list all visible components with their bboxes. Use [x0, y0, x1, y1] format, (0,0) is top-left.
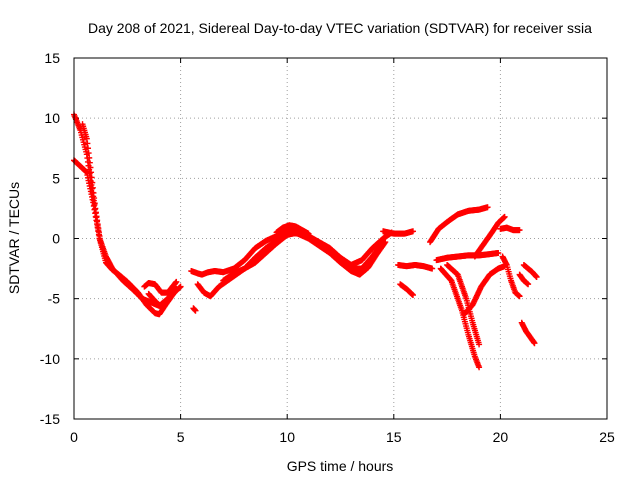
y-tick-label: 10: [44, 110, 60, 126]
data-point: [91, 195, 98, 202]
data-point: [88, 169, 95, 176]
x-axis-label: GPS time / hours: [287, 458, 394, 474]
series-arc-17: [444, 261, 483, 348]
series-arc-4: [141, 278, 180, 296]
y-tick-label: 5: [52, 170, 60, 186]
y-tick-label: 15: [44, 50, 60, 66]
series-arc-14: [427, 204, 491, 246]
series-arc-21: [497, 224, 523, 234]
data-point: [516, 227, 523, 234]
data-point: [89, 184, 96, 191]
data-point: [501, 213, 508, 220]
series-arc-15: [433, 249, 502, 264]
chart-title: Day 208 of 2021, Sidereal Day-to-day VTE…: [88, 20, 592, 36]
data-point: [173, 278, 180, 285]
data-points: [71, 111, 540, 371]
series-arc-13: [397, 281, 416, 299]
data-point: [305, 230, 312, 237]
series-arc-3: [79, 121, 103, 240]
data-point: [516, 293, 523, 300]
series-arc-23: [520, 261, 540, 281]
series-arc-22: [518, 319, 538, 347]
series-arc-19: [471, 213, 508, 260]
data-point: [378, 241, 385, 248]
data-point: [531, 340, 538, 347]
series-arc-12: [395, 261, 436, 272]
x-tick-label: 20: [493, 429, 509, 445]
data-point: [533, 274, 540, 281]
data-point: [476, 341, 483, 348]
x-tick-label: 15: [386, 429, 402, 445]
data-point: [91, 200, 98, 207]
series-arc-24: [516, 271, 532, 288]
data-point: [495, 249, 502, 256]
series-arc-9: [273, 222, 312, 237]
data-point: [89, 179, 96, 186]
data-point: [409, 228, 416, 235]
data-point: [192, 307, 199, 314]
data-point: [476, 364, 483, 371]
x-tick-label: 25: [599, 429, 615, 445]
data-point: [382, 239, 389, 246]
x-tick-label: 10: [279, 429, 295, 445]
data-point: [90, 189, 97, 196]
y-tick-label: -10: [40, 351, 60, 367]
data-point: [177, 283, 184, 290]
data-point: [484, 204, 491, 211]
data-point: [429, 265, 436, 272]
series-arc-10: [190, 305, 199, 314]
data-point: [88, 174, 95, 181]
series-arc-20: [499, 253, 523, 300]
y-axis-label: SDTVAR / TECUs: [6, 182, 22, 294]
data-point: [173, 286, 180, 293]
series-arc-8: [220, 229, 385, 284]
y-tick-label: 0: [52, 231, 60, 247]
data-point: [525, 281, 532, 288]
grid-lines: [74, 58, 607, 419]
y-tick-label: -15: [40, 411, 60, 427]
data-point: [96, 233, 103, 240]
x-tick-label: 0: [70, 429, 78, 445]
data-point: [409, 292, 416, 299]
y-tick-label: -5: [48, 291, 61, 307]
axis-ticks: 0 5 10 15 20 25 -15 -10 -5 0 5 10 15: [40, 50, 615, 445]
series-arc-18: [461, 263, 508, 318]
series-arc-5: [145, 286, 180, 311]
plot-frame: [73, 57, 608, 420]
series-arc-16: [437, 265, 483, 371]
series-arc-11: [380, 228, 416, 237]
series-arc-2: [71, 157, 180, 309]
x-tick-label: 5: [177, 429, 185, 445]
